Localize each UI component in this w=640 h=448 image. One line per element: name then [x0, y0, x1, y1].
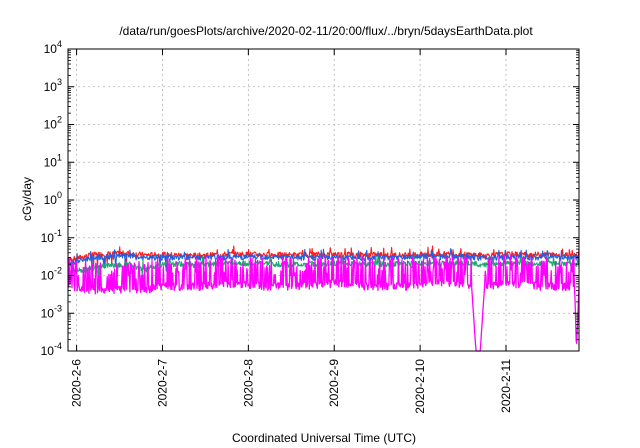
- x-tick-label: 2020-2-10: [413, 359, 427, 414]
- series-line-3: [67, 255, 580, 283]
- y-tick-label: 102: [44, 115, 62, 132]
- y-tick-label: 100: [44, 190, 62, 207]
- y-tick-label: 10-3: [41, 303, 62, 320]
- x-tick-label: 2020-2-7: [155, 359, 169, 407]
- x-tick-label: 2020-2-6: [70, 359, 84, 407]
- y-tick-label: 10-2: [41, 266, 62, 283]
- y-tick-label: 10-1: [41, 228, 62, 245]
- x-tick-label: 2020-2-8: [241, 359, 255, 407]
- plot-frame: [67, 48, 580, 352]
- tick-labels: 104 103 102 101 100 10-1 10-2 10-3 10-4 2020-2-6 2…: [41, 39, 513, 414]
- series-group: [67, 245, 580, 352]
- y-tick-label: 104: [44, 39, 62, 56]
- y-axis-label: cGy/day: [20, 177, 34, 221]
- series-line-4: [67, 254, 580, 352]
- chart-title: /data/run/goesPlots/archive/2020-02-11/2…: [119, 24, 533, 38]
- x-tick-label: 2020-2-9: [327, 359, 341, 407]
- x-axis-label: Coordinated Universal Time (UTC): [232, 431, 416, 445]
- y-tick-label: 103: [44, 77, 62, 94]
- y-tick-label: 10-4: [41, 341, 62, 358]
- y-tick-label: 101: [44, 152, 62, 169]
- x-tick-label: 2020-2-11: [499, 359, 513, 413]
